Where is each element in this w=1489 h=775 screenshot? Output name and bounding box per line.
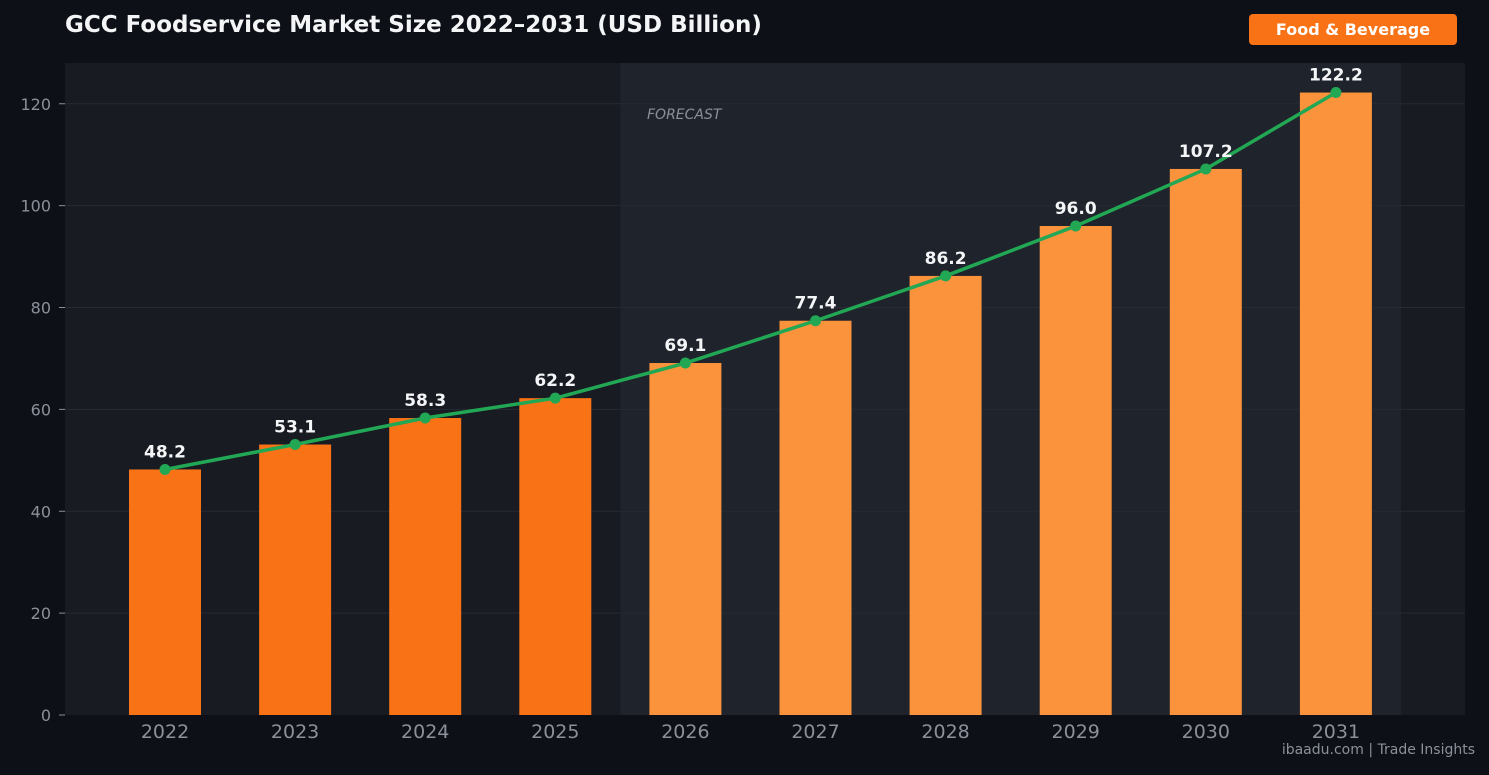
forecast-label: FORECAST	[647, 107, 723, 123]
bar-2026	[649, 363, 722, 715]
bar-2023	[259, 444, 332, 715]
x-tick-label: 2024	[401, 721, 449, 743]
y-tick-label: 20	[31, 604, 51, 623]
data-label: 48.2	[144, 442, 186, 462]
trend-marker	[419, 412, 431, 424]
y-tick-label: 40	[31, 502, 51, 521]
data-label: 96.0	[1055, 199, 1097, 219]
x-tick-label: 2031	[1312, 721, 1360, 743]
trend-marker	[940, 270, 952, 282]
y-tick-label: 60	[31, 400, 51, 419]
data-label: 86.2	[925, 249, 967, 269]
footer-credit: ibaadu.com | Trade Insights	[1281, 742, 1475, 758]
x-tick-label: 2026	[661, 721, 709, 743]
bar-2024	[389, 418, 462, 715]
trend-marker	[1070, 220, 1082, 232]
forecast-region	[620, 63, 1401, 715]
bar-2022	[129, 469, 201, 715]
bar-2025	[519, 398, 592, 715]
data-label: 77.4	[795, 294, 837, 314]
x-tick-label: 2030	[1182, 721, 1230, 743]
trend-marker	[289, 439, 301, 451]
data-label: 107.2	[1179, 142, 1233, 162]
x-tick-label: 2028	[921, 721, 969, 743]
x-tick-label: 2022	[141, 721, 189, 743]
bars	[129, 92, 1372, 715]
y-tick-label: 80	[31, 299, 51, 318]
x-tick-label: 2023	[271, 721, 319, 743]
data-labels: 48.2 53.1 58.3 62.2 69.1 77.4 86.2 96.0 107.2 122…	[144, 66, 1363, 463]
data-label: 69.1	[664, 336, 706, 356]
x-tick-label: 2029	[1052, 721, 1100, 743]
bar-2028	[909, 275, 982, 715]
trend-marker	[810, 315, 821, 327]
bar-2031	[1299, 92, 1372, 715]
trend-marker	[1330, 87, 1342, 99]
trend-marker	[679, 357, 691, 369]
y-tick-label: 120	[20, 95, 51, 114]
x-tick-label: 2025	[531, 721, 579, 743]
x-axis: 2022 2023 2024 2025 2026 2027 2028 2029 2030 2031	[141, 721, 1360, 743]
x-tick-label: 2027	[791, 721, 839, 743]
bar-2030	[1169, 168, 1242, 715]
y-tick-label: 0	[41, 706, 51, 725]
chart-title: GCC Foodservice Market Size 2022–2031 (U…	[65, 12, 762, 38]
trend-marker	[159, 463, 171, 475]
y-axis: 0 20 40 60 80 100 120	[20, 95, 65, 725]
data-label: 122.2	[1309, 66, 1363, 86]
bar-2029	[1039, 226, 1112, 715]
bar-2027	[779, 320, 852, 715]
data-label: 62.2	[534, 371, 576, 391]
trend-line	[164, 91, 1337, 472]
trend-marker	[549, 392, 561, 404]
data-label: 58.3	[404, 391, 446, 411]
trend-markers	[159, 87, 1342, 475]
trend-marker	[1200, 163, 1212, 175]
y-tick-label: 100	[20, 197, 51, 216]
category-badge: Food & Beverage	[1249, 14, 1457, 45]
data-label: 53.1	[274, 418, 316, 438]
